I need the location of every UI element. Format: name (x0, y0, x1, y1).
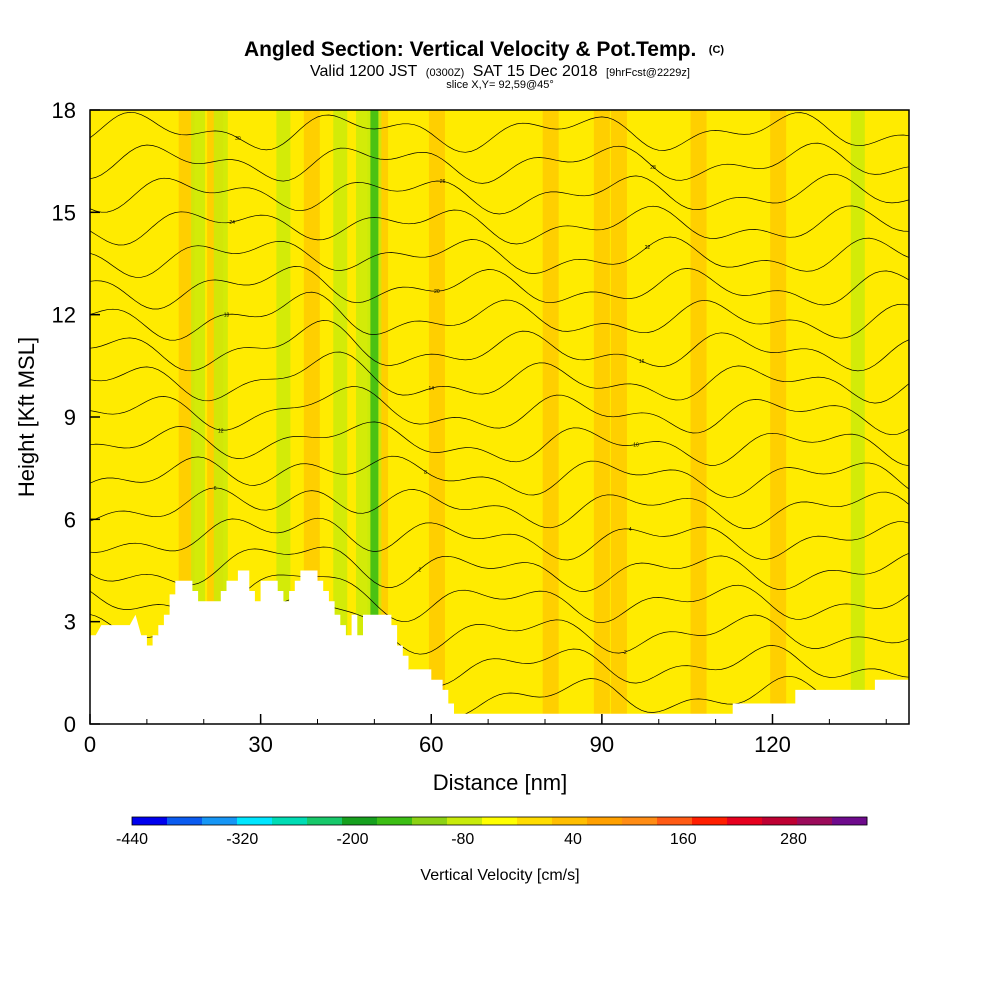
isentrope-8 (90, 455, 909, 498)
colorbar-swatch (132, 817, 168, 825)
contour-label: 10 (633, 443, 639, 449)
contour-label: 14 (428, 386, 434, 392)
colorbar-swatch (797, 817, 833, 825)
y-tick-label: 9 (64, 405, 76, 430)
downdraft-column (850, 110, 865, 724)
colorbar-tick-label: -200 (336, 831, 368, 848)
colorbar-tick-label: 40 (564, 831, 582, 848)
chart-title: Angled Section: Vertical Velocity & Pot.… (244, 38, 724, 61)
colorbar-swatch (307, 817, 343, 825)
contour-label: 24 (229, 220, 235, 226)
isentrope-10 (90, 421, 909, 467)
colorbar-swatch (447, 817, 483, 825)
updraft-column (593, 110, 610, 724)
isentrope-2 (90, 546, 909, 592)
contour-label: -2 (622, 650, 627, 656)
y-tick-label: 18 (52, 98, 76, 123)
isentrope-14 (90, 351, 909, 404)
terrain-mask (90, 570, 909, 724)
colorbar-swatch (657, 817, 693, 825)
isentrope-30 (90, 111, 909, 153)
colorbar-swatch (727, 817, 763, 825)
colorbar-frame (131, 816, 868, 826)
colorbar-swatch (517, 817, 553, 825)
y-tick-label: 6 (64, 507, 76, 532)
colorbar-swatch (587, 817, 623, 825)
axis-ticks: 0 30 60 90 120 0 3 6 9 12 15 18 (52, 98, 887, 757)
colorbar-swatch (272, 817, 308, 825)
isentrope-20 (90, 266, 909, 310)
colorbar-swatch (202, 817, 238, 825)
contour-label: 20 (434, 289, 440, 295)
isentrope-18 (90, 291, 909, 341)
isentrope-24 (90, 205, 909, 246)
colorbar: -440 -320 -200 -80 40 160 280 (116, 816, 868, 848)
contour-label: 22 (645, 245, 651, 251)
updraft-column (610, 110, 627, 724)
x-tick-label: 90 (590, 732, 614, 757)
x-tick-label: 60 (419, 732, 443, 757)
colorbar-label: Vertical Velocity [cm/s] (420, 867, 579, 884)
colorbar-tick-label: 160 (670, 831, 697, 848)
potential-temperature-contours: -6-4-2024681012141618202224262830 (90, 111, 909, 717)
isentrope-6 (90, 487, 909, 529)
isentrope-28 (90, 142, 909, 184)
colorbar-swatch (342, 817, 378, 825)
colorbar-tick-label: 280 (780, 831, 807, 848)
updraft-column (770, 110, 787, 724)
contour-label: 6 (214, 486, 217, 492)
downdraft-column (276, 110, 291, 724)
slice-label: slice X,Y= 92,59@45° (446, 79, 554, 91)
colorbar-swatch (237, 817, 273, 825)
x-tick-label: 0 (84, 732, 96, 757)
colorbar-tick-label: -80 (451, 831, 474, 848)
isentrope-22 (90, 236, 909, 278)
updraft-column (690, 110, 707, 724)
contour-label: 8 (424, 470, 427, 476)
y-tick-label: 15 (52, 200, 76, 225)
isentrope-16 (90, 320, 909, 372)
contour-label: 12 (218, 428, 224, 434)
downdraft-column (333, 110, 348, 724)
colorbar-swatch (552, 817, 588, 825)
y-axis-label: Height [Kft MSL] (14, 337, 39, 497)
contour-label: 26 (440, 179, 446, 185)
isentrope-12 (90, 386, 909, 436)
contour-label: 2 (418, 567, 421, 573)
y-tick-label: 0 (64, 712, 76, 737)
isentrope-26 (90, 173, 909, 215)
colorbar-swatch (482, 817, 518, 825)
colorbar-tick-label: -440 (116, 831, 148, 848)
y-tick-label: 3 (64, 610, 76, 635)
contour-label: 30 (235, 136, 241, 142)
colorbar-swatch (832, 817, 868, 825)
updraft-column (542, 110, 559, 724)
colorbar-tick-label: -320 (226, 831, 258, 848)
plot-area: -6-4-2024681012141618202224262830 030609… (52, 98, 910, 757)
chart-subtitle: Valid 1200 JST (0300Z) SAT 15 Dec 2018 [… (310, 63, 690, 80)
colorbar-swatch (377, 817, 413, 825)
strong-downdraft-core (370, 110, 379, 724)
contour-label: 4 (629, 527, 632, 533)
contour-label: 16 (639, 359, 645, 365)
colorbar-swatch (412, 817, 448, 825)
colorbar-swatch (762, 817, 798, 825)
contour-label: 28 (650, 165, 656, 171)
isentrope-4 (90, 517, 909, 561)
x-tick-label: 120 (754, 732, 791, 757)
y-tick-label: 12 (52, 303, 76, 328)
colorbar-swatch (167, 817, 203, 825)
x-axis-label: Distance [nm] (433, 770, 568, 795)
colorbar-swatch (622, 817, 658, 825)
updraft-column (178, 110, 195, 724)
updraft-column (428, 110, 445, 724)
x-tick-label: 30 (248, 732, 272, 757)
contour-label: 18 (224, 312, 230, 318)
colorbar-swatch (692, 817, 728, 825)
